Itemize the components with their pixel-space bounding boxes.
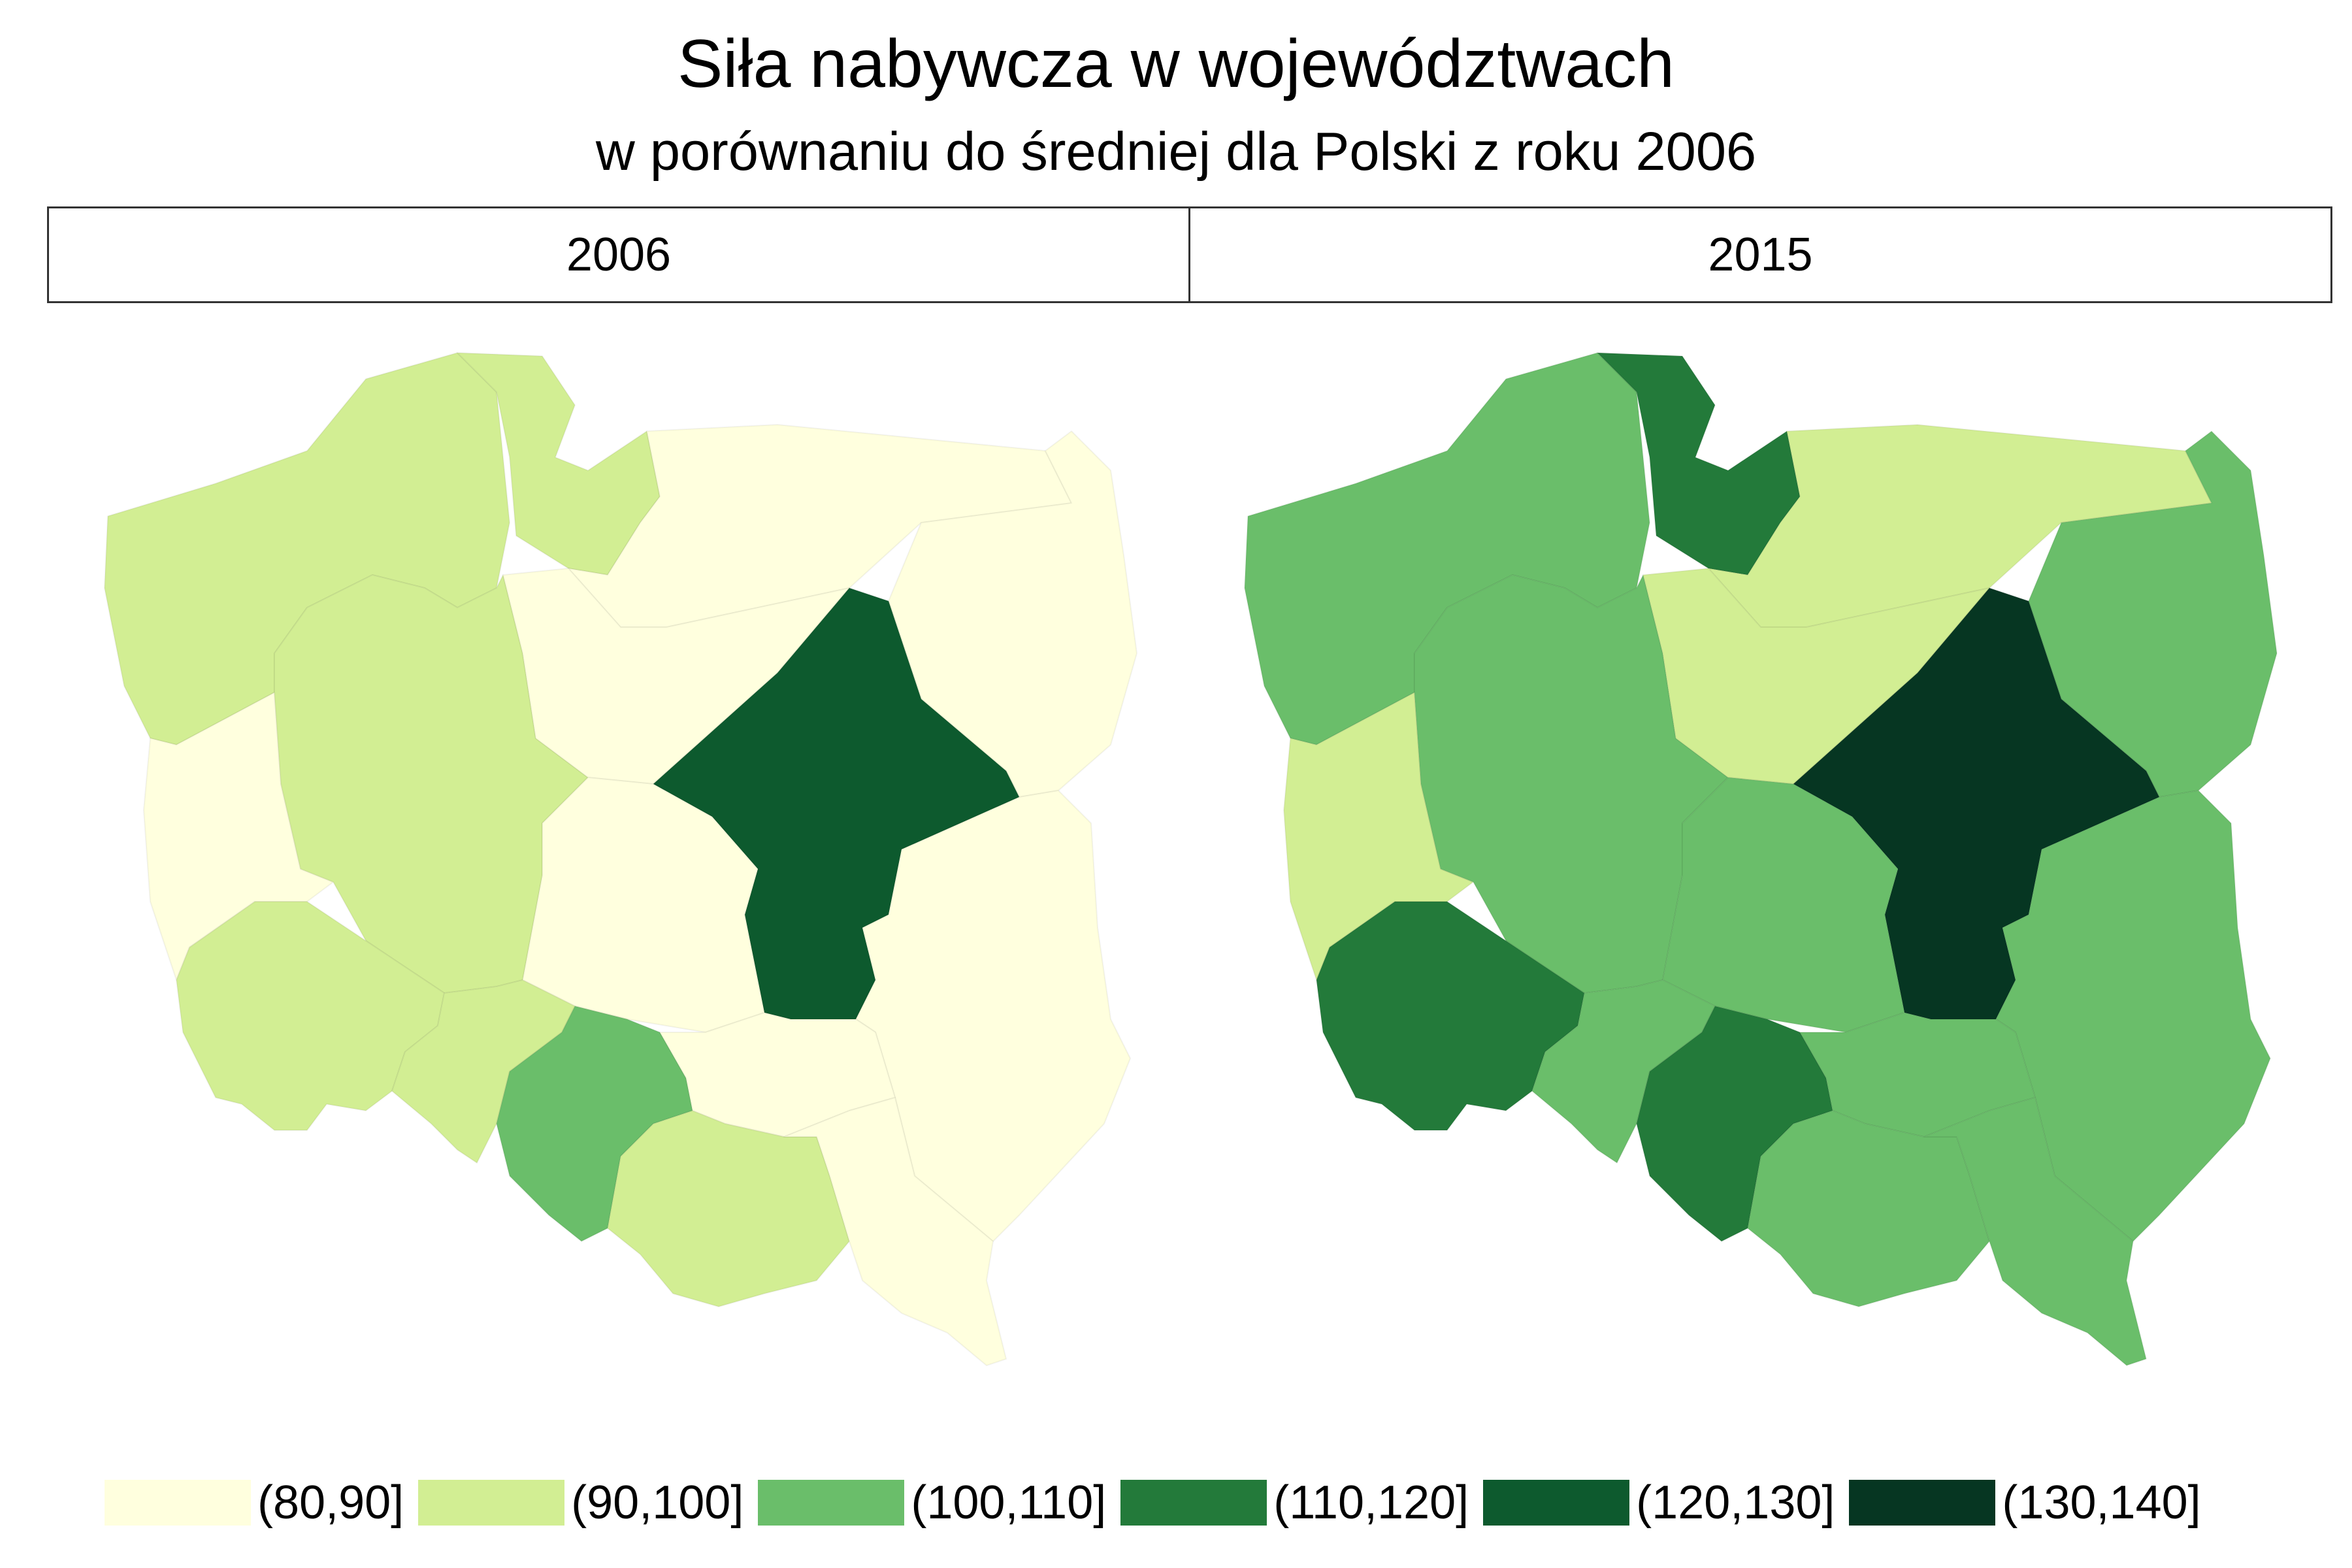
region-podkarpackie-2006 (783, 1097, 1007, 1366)
region-dolnośląskie-2015 (1316, 901, 1585, 1131)
map-panel-2006 (104, 352, 1137, 1366)
legend-swatch (105, 1480, 251, 1526)
legend-swatch (1120, 1480, 1267, 1526)
legend-swatch (1483, 1480, 1630, 1526)
legend-item: (130,140] (1849, 1476, 2201, 1529)
region-opolskie-2015 (1531, 979, 1716, 1164)
region-małopolskie-2006 (607, 1110, 850, 1307)
region-podkarpackie-2015 (1923, 1097, 2147, 1366)
legend-item: (80,90] (105, 1476, 404, 1529)
legend-label: (110,120] (1273, 1477, 1469, 1529)
region-opolskie-2006 (391, 979, 576, 1164)
legend-item: (120,130] (1483, 1476, 1835, 1529)
legend-label: (100,110] (911, 1477, 1107, 1529)
map-subtitle: w porównaniu do średniej dla Polski z ro… (595, 121, 1757, 182)
legend-item: (90,100] (418, 1476, 743, 1529)
legend: (80,90] (90,100] (100,110] (110,120] (12… (105, 1477, 2215, 1529)
panel-label-2015: 2015 (1708, 229, 1813, 281)
legend-swatch (1849, 1480, 1996, 1526)
panel-label-2006: 2006 (566, 229, 672, 281)
map-panel-2015 (1244, 352, 2278, 1366)
map-title: Siła nabywcza w województwach (677, 26, 1675, 102)
legend-label: (80,90] (257, 1477, 404, 1529)
legend-item: (110,120] (1120, 1476, 1469, 1529)
panel-header-2006: 2006 (47, 206, 1190, 303)
region-małopolskie-2015 (1747, 1110, 1990, 1307)
legend-item: (100,110] (758, 1476, 1106, 1529)
legend-label: (120,130] (1636, 1477, 1835, 1529)
panel-header-2015: 2015 (1188, 206, 2332, 303)
legend-label: (90,100] (571, 1477, 744, 1529)
region-dolnośląskie-2006 (176, 901, 445, 1131)
legend-swatch (418, 1480, 565, 1526)
legend-swatch (758, 1480, 905, 1526)
legend-label: (130,140] (2002, 1477, 2201, 1529)
